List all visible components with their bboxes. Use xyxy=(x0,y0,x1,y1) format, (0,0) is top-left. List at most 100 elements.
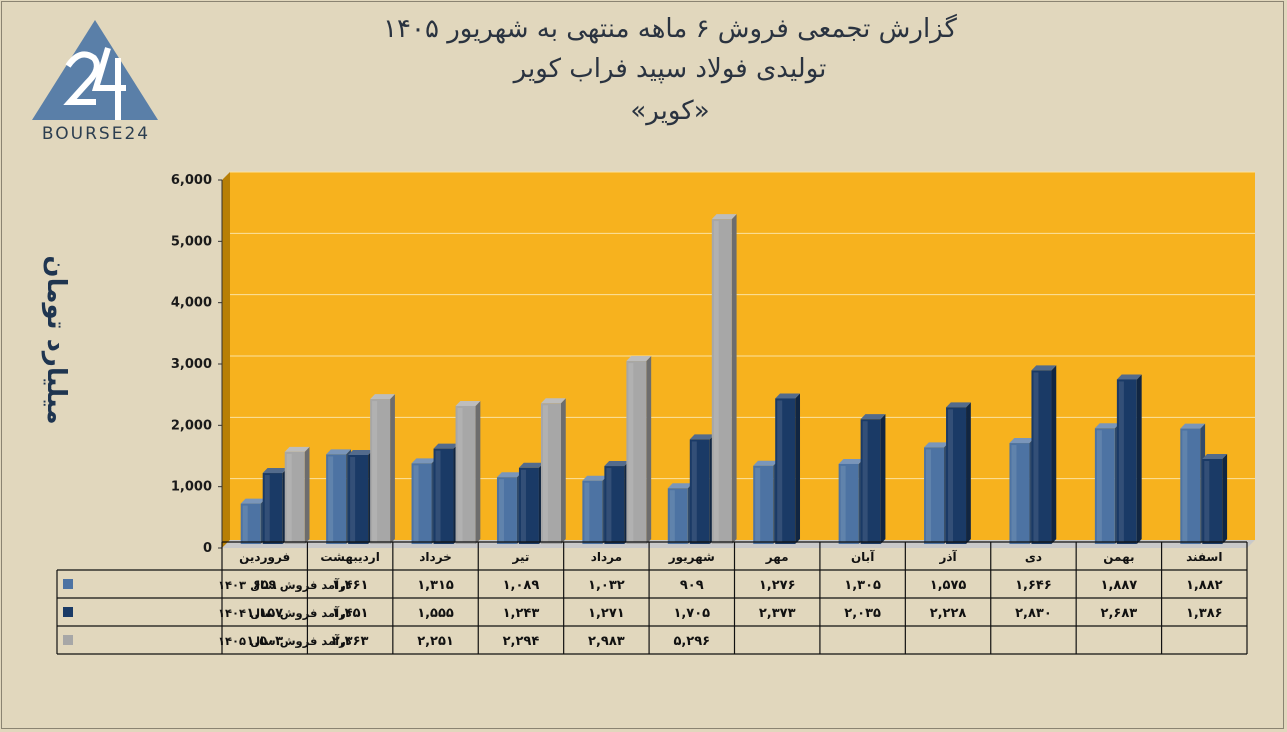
data-label: ۹۰۹ xyxy=(680,578,704,593)
bar xyxy=(1031,365,1057,544)
data-label: ۱,۳۸۶ xyxy=(1186,606,1223,621)
bourse24-logo xyxy=(32,20,158,120)
bar xyxy=(582,475,608,544)
legend-swatch xyxy=(63,607,73,617)
bar-top xyxy=(1116,374,1142,380)
bar xyxy=(433,443,459,544)
logo-text: BOURSE24 xyxy=(41,124,151,144)
bar-highlight xyxy=(755,467,761,542)
data-label: ۲,۲۵۱ xyxy=(417,634,454,649)
data-label: ۱,۸۸۲ xyxy=(1186,578,1223,593)
chart-title-line-3: «کویر» xyxy=(630,96,710,126)
data-label: ۲,۰۳۵ xyxy=(844,606,881,621)
data-label: ۵,۲۹۶ xyxy=(673,634,710,649)
x-tick-label: اسفند xyxy=(1186,550,1222,564)
bar xyxy=(1009,438,1035,544)
bar xyxy=(370,394,395,544)
bar-top xyxy=(604,461,630,467)
x-tick-label: بهمن xyxy=(1103,550,1134,564)
bar xyxy=(753,460,779,544)
data-label: ۱,۷۰۵ xyxy=(673,606,710,621)
data-label: ۲,۹۸۳ xyxy=(588,634,625,649)
bar xyxy=(626,356,652,544)
bar-top xyxy=(240,498,266,504)
y-tick-label: 4,000 xyxy=(171,296,212,311)
bar-side xyxy=(560,398,566,544)
bar-highlight xyxy=(1204,460,1210,542)
bar-highlight xyxy=(691,441,697,542)
bar-top xyxy=(433,443,459,449)
bar-highlight xyxy=(1096,430,1102,542)
bar xyxy=(411,458,437,544)
bar xyxy=(262,468,288,544)
y-tick-label: 1,000 xyxy=(171,480,212,495)
data-label: ۲,۲۹۴ xyxy=(503,634,540,649)
bar-top xyxy=(496,472,522,478)
bar xyxy=(1202,453,1228,544)
bar-highlight xyxy=(457,407,463,542)
bar-top xyxy=(1180,423,1206,429)
bar xyxy=(518,462,544,544)
bar xyxy=(326,449,351,544)
bar-top xyxy=(626,356,652,362)
bar-top xyxy=(348,450,373,456)
bar-top xyxy=(540,398,566,404)
bar-highlight xyxy=(413,465,419,542)
data-label: ۱,۱۵۷ xyxy=(246,606,283,621)
data-label: ۱,۲۷۶ xyxy=(759,578,796,593)
bar-highlight xyxy=(669,490,675,542)
plot-side-wall xyxy=(222,172,230,548)
data-label: ۱,۰۸۹ xyxy=(503,578,540,593)
bar-highlight xyxy=(777,400,783,542)
x-tick-label: آبان xyxy=(851,549,875,564)
bar xyxy=(838,458,864,544)
bar-top xyxy=(411,458,437,464)
bar-side xyxy=(646,356,652,544)
bar-highlight xyxy=(520,469,526,542)
data-label: ۲,۳۷۳ xyxy=(759,606,796,621)
bar xyxy=(540,398,566,544)
bar-highlight xyxy=(840,465,846,542)
data-label: ۲,۶۸۳ xyxy=(1101,606,1138,621)
bar-highlight xyxy=(948,409,954,542)
bar-side xyxy=(390,394,395,544)
y-tick-label: 5,000 xyxy=(171,234,212,249)
data-label: ۲,۳۶۳ xyxy=(332,634,369,649)
bar-top xyxy=(667,483,693,489)
bar-top xyxy=(1009,438,1035,444)
data-label: ۱,۰۳۲ xyxy=(588,578,625,593)
bar xyxy=(496,472,522,544)
bar-highlight xyxy=(435,450,441,542)
y-tick-label: 0 xyxy=(203,541,212,556)
data-label: ۶۵۹ xyxy=(253,578,277,593)
x-tick-label: مرداد xyxy=(591,550,622,564)
data-label: ۱,۴۵۱ xyxy=(332,606,369,621)
bar-top xyxy=(262,468,288,474)
bar-highlight xyxy=(372,401,378,542)
bar-top xyxy=(946,402,971,408)
data-label: ۱,۴۶۱ xyxy=(332,578,369,593)
x-tick-label: دی xyxy=(1025,550,1042,564)
data-label: ۱,۵۵۵ xyxy=(417,606,454,621)
logo-digit-4 xyxy=(91,47,126,120)
data-label: ۲,۲۲۸ xyxy=(930,606,967,621)
bar-highlight xyxy=(862,421,868,542)
data-label: ۱,۵۷۵ xyxy=(930,578,967,593)
bar xyxy=(348,450,373,544)
bar-top xyxy=(1031,365,1057,371)
bar-highlight xyxy=(584,482,590,542)
bar-top xyxy=(370,394,395,400)
bar-highlight xyxy=(1033,372,1039,542)
bar-top xyxy=(284,446,310,452)
data-label: ۱,۶۴۶ xyxy=(1015,578,1052,593)
y-tick-label: 2,000 xyxy=(171,418,212,433)
bar-side xyxy=(475,400,481,544)
bar-side xyxy=(880,414,886,544)
bar-highlight xyxy=(1182,430,1188,542)
bar-top xyxy=(1202,453,1228,459)
bar-top xyxy=(582,475,608,481)
data-label: ۱,۲۷۱ xyxy=(588,606,625,621)
bar xyxy=(1094,423,1120,544)
bar xyxy=(1180,423,1206,544)
